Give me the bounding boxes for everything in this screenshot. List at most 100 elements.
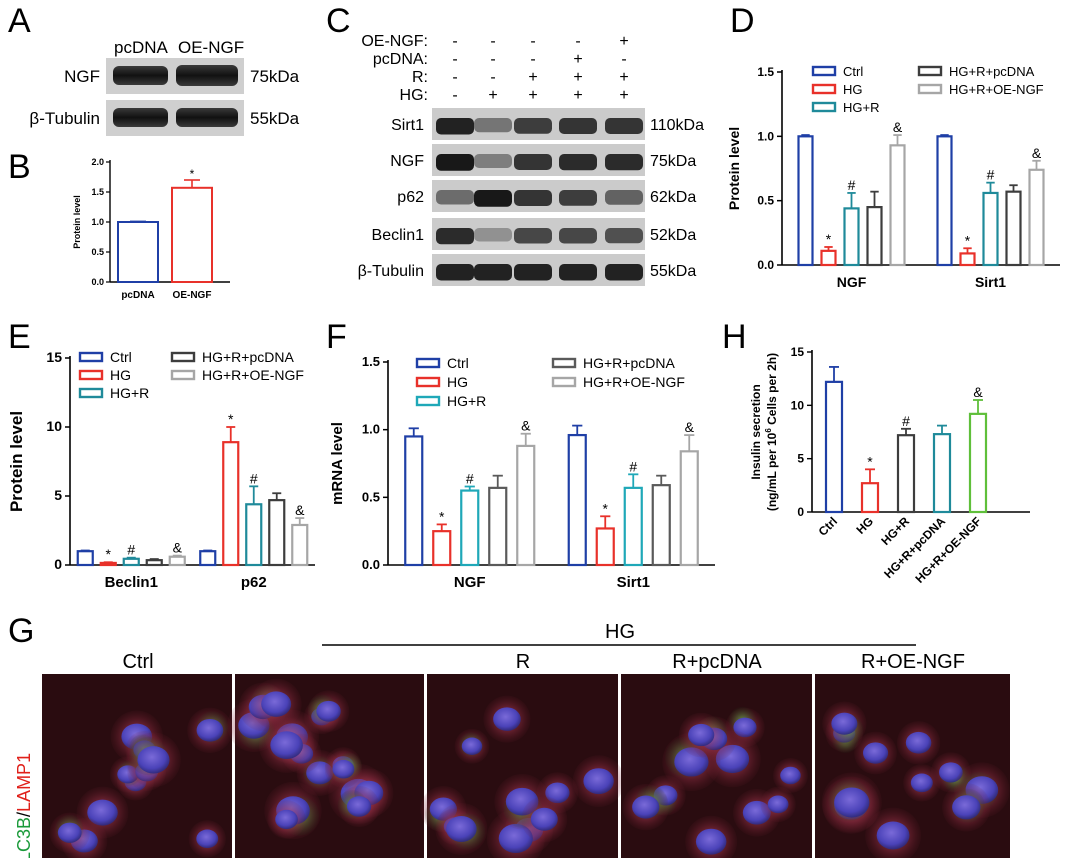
legend-swatch <box>551 376 577 388</box>
condition-sign: - <box>530 51 535 68</box>
stain-label-lamp1: LAMP1 <box>14 753 34 812</box>
legend-swatch <box>415 357 441 369</box>
legend-swatch <box>917 83 943 95</box>
legend-label: HG <box>110 367 131 383</box>
cell-nucleus <box>332 759 355 779</box>
cell-nucleus <box>493 707 521 731</box>
cell-nucleus <box>530 807 558 831</box>
blot-band <box>514 264 552 281</box>
legend-label: HG+R+OE-NGF <box>202 367 304 383</box>
legend-swatch <box>811 65 837 77</box>
blot-band <box>113 108 168 127</box>
legend-swatch <box>415 395 441 407</box>
blot-band <box>474 264 512 281</box>
size-label: 62kDa <box>650 189 696 206</box>
size-label: 110kDa <box>650 117 704 134</box>
panel-letter-d: D <box>730 2 755 40</box>
cell-nucleus <box>910 773 933 793</box>
hg-label: HG <box>605 621 635 643</box>
y-tick-label: 0 <box>54 556 62 572</box>
bar <box>199 550 217 567</box>
bar <box>432 530 452 567</box>
condition-sign: - <box>621 51 626 68</box>
y-tick-label: 1.0 <box>362 422 380 437</box>
bar <box>959 252 976 267</box>
panel-d-chart: 0.0 0.5 1.0 1.5 Protein level * # & NGF * # & Sirt1 C… <box>726 64 1060 290</box>
blot-band <box>436 190 474 205</box>
legend-swatch <box>170 369 196 381</box>
column-label-r-pcdna: R+pcDNA <box>672 651 762 673</box>
y-tick-label: 5 <box>54 487 62 503</box>
size-label-55kda: 55kDa <box>250 109 300 128</box>
cell-nucleus <box>952 795 981 820</box>
bar <box>982 191 999 267</box>
y-tick-label: 1.5 <box>91 187 104 197</box>
bar <box>936 135 953 267</box>
legend-swatch <box>415 376 441 388</box>
blot-band <box>605 154 643 171</box>
y-tick-label: 0.5 <box>362 489 380 504</box>
y-axis-label-unit-end: Cells per 2h) <box>765 353 779 428</box>
legend-label: Ctrl <box>447 355 469 371</box>
cell-nucleus <box>688 723 715 747</box>
cell-nucleus <box>831 712 858 735</box>
panel-b-chart: 0.0 0.5 1.0 1.5 2.0 Protein level pcDNA * OE-NGF <box>72 157 230 301</box>
legend-label: HG+R <box>843 100 879 115</box>
cell-nucleus <box>346 796 372 817</box>
significance-mark: # <box>987 167 995 183</box>
size-label-75kda: 75kDa <box>250 67 300 86</box>
column-label-ctrl: Ctrl <box>122 651 153 673</box>
x-tick-label: OE-NGF <box>173 290 212 301</box>
significance-mark: * <box>603 500 609 516</box>
condition-sign: - <box>530 33 535 50</box>
blot-band <box>559 154 597 171</box>
significance-mark: * <box>228 411 234 427</box>
x-tick-label: HG+R+OE-NGF <box>912 514 984 586</box>
significance-mark: * <box>826 231 832 247</box>
condition-sign: - <box>452 33 457 50</box>
y-axis-label-line1: Insulin secretion <box>749 384 763 479</box>
significance-mark: # <box>250 470 258 486</box>
condition-sign: + <box>528 87 537 104</box>
blot-band <box>474 190 512 207</box>
blot-band <box>559 264 597 281</box>
blot-band <box>559 118 597 134</box>
bar <box>797 135 814 267</box>
cell-nucleus <box>780 766 801 785</box>
blot-band <box>436 228 474 245</box>
x-tick-label: pcDNA <box>121 290 154 301</box>
blot-band <box>474 154 512 168</box>
bar <box>122 557 140 567</box>
condition-sign: - <box>490 51 495 68</box>
y-tick-label: 5 <box>797 452 804 466</box>
protein-label: β-Tubulin <box>358 263 424 280</box>
panel-g-images: HG Ctrl R R+pcDNA R+OE-NGF LC3B/LAMP1 <box>14 621 1010 858</box>
significance-mark: # <box>629 458 637 474</box>
y-tick-label: 0.5 <box>91 247 104 257</box>
x-tick-label: HG+R <box>878 514 912 548</box>
x-tick-label: Ctrl <box>816 514 841 539</box>
y-tick-label: 0 <box>797 505 804 519</box>
y-axis-label-line2: (ng/mL per 106 Cells per 2h) <box>764 353 779 511</box>
group-label: Sirt1 <box>975 274 1006 290</box>
condition-sign: + <box>573 69 582 86</box>
y-tick-label: 1.0 <box>91 217 104 227</box>
cell-nucleus <box>876 821 910 850</box>
significance-mark: & <box>973 384 983 400</box>
legend-swatch <box>811 101 837 113</box>
bar <box>896 434 916 514</box>
cell-nucleus <box>498 823 533 853</box>
panel-letter-h: H <box>722 318 747 356</box>
legend-swatch <box>917 65 943 77</box>
y-tick-label: 1.0 <box>757 129 774 143</box>
bar <box>168 555 186 567</box>
legend-label: HG+R <box>447 393 486 409</box>
cell-nucleus <box>583 768 614 795</box>
protein-label-ngf: NGF <box>64 67 100 86</box>
bar <box>820 249 837 267</box>
y-tick-label: 10 <box>46 418 62 434</box>
cell-nucleus <box>905 731 932 754</box>
group-label: p62 <box>241 574 267 591</box>
panel-letter-e: E <box>8 318 31 356</box>
legend-label: HG+R+pcDNA <box>202 349 294 365</box>
